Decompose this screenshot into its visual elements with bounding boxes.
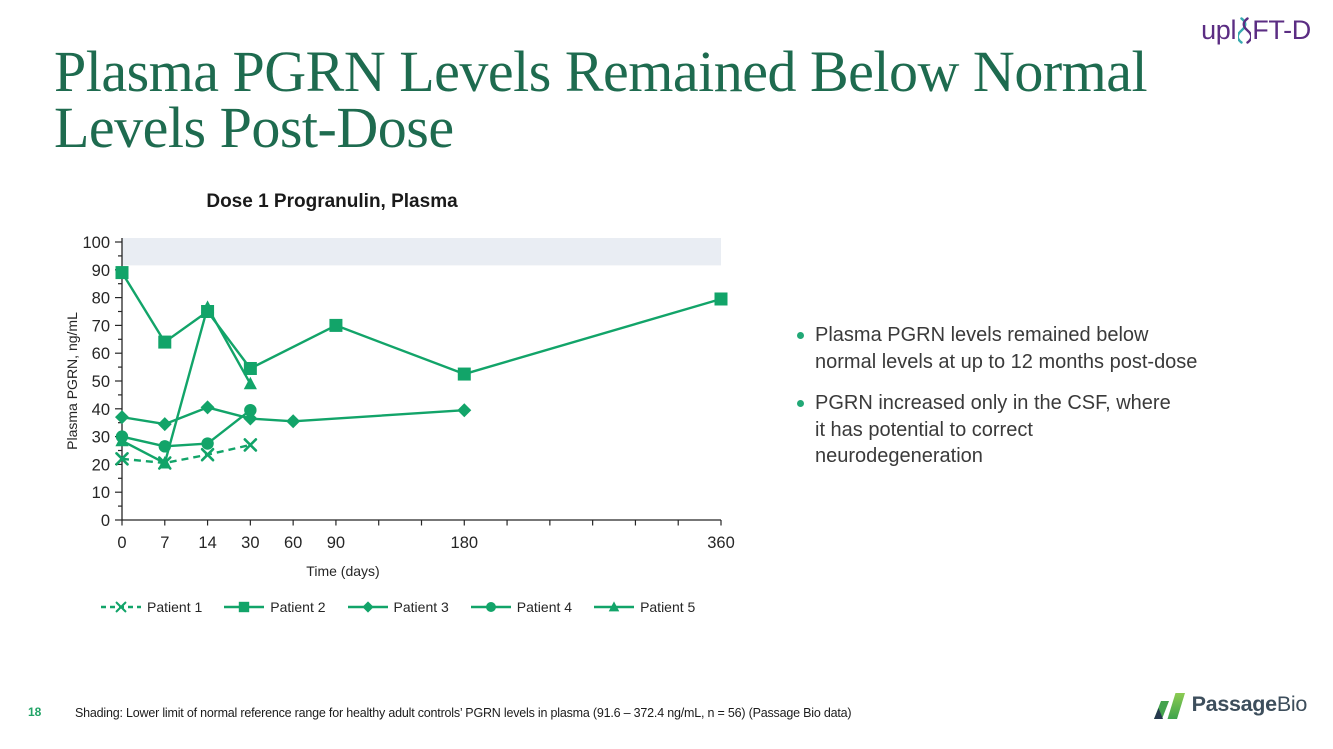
pgrn-chart: Dose 1 Progranulin, Plasma Plasma PGRN, n… [64,191,735,579]
marker-triangle [608,601,620,612]
legend-label: Patient 4 [516,599,573,615]
marker-patient-4 [115,430,129,443]
passage-logo-text-bold: Passage [1191,692,1277,716]
marker-circle [485,602,496,612]
marker-diamond [361,601,374,613]
marker-patient-3 [115,410,129,425]
series-line-patient-4 [121,409,252,448]
legend-marker-square [224,601,265,613]
legend-item-patient-3: Patient 3 [347,599,449,615]
marker-patient-2 [714,292,728,306]
chart-legend: Patient 1 Patient 2 Patient 3 Patient 4 Pati… [100,599,716,615]
svg-text:60: 60 [284,534,302,552]
marker-patient-2 [115,266,129,280]
svg-text:0: 0 [101,512,110,530]
page-title: Plasma PGRN Levels Remained Below Normal… [54,39,1148,160]
uplift-d-logo-text-post: FT-D [1252,15,1311,45]
normal-range-band [122,238,721,266]
chart-area: Dose 1 Progranulin, Plasma Plasma PGRN, n… [60,185,760,593]
passage-logo-text-light: Bio [1276,692,1307,716]
uplift-d-logo: upl FT-D [1201,15,1311,46]
marker-patient-1 [115,452,129,466]
series-line-patient-5 [121,306,252,465]
svg-text:70: 70 [92,317,110,335]
marker-patient-4 [244,403,257,417]
svg-text:10: 10 [92,484,110,502]
series-line-patient-3 [121,406,465,426]
svg-text:80: 80 [92,290,110,308]
svg-text:60: 60 [92,345,110,363]
marker-patient-2 [158,335,172,349]
legend-label: Patient 2 [270,599,326,615]
svg-text:7: 7 [160,534,169,552]
legend-item-patient-2: Patient 2 [223,599,326,615]
marker-patient-3 [457,403,472,418]
chart-title: Dose 1 Progranulin, Plasma [206,191,458,212]
marker-patient-3 [286,414,301,429]
legend-marker-circle [470,602,511,612]
marker-patient-1 [200,447,215,462]
svg-text:360: 360 [707,534,735,552]
series-line-patient-2 [120,271,722,376]
svg-text:180: 180 [451,534,479,552]
svg-text:30: 30 [241,534,259,552]
marker-patient-2 [329,318,343,332]
series-line-patient-1 [121,443,251,465]
passage-bio-flag-icon [1153,693,1185,719]
legend-label: Patient 5 [640,599,696,615]
svg-text:14: 14 [198,534,216,552]
uplift-d-logo-text-pre: upl [1201,15,1237,45]
legend-label: Patient 1 [147,599,203,615]
marker-patient-3 [157,417,172,432]
svg-text:40: 40 [92,401,110,419]
bullet-1: Plasma PGRN levels remained below normal … [795,322,1305,375]
legend-marker-triangle [594,601,635,612]
svg-text:50: 50 [92,373,110,391]
marker-patient-1 [243,438,258,452]
marker-patient-2 [243,361,257,375]
marker-patient-2 [457,367,471,381]
marker-square [239,601,250,613]
marker-patient-5 [243,376,257,390]
marker-patient-4 [158,440,171,453]
key-points: Plasma PGRN levels remained below normal … [795,322,1305,485]
marker-patient-3 [200,400,215,415]
legend-item-patient-1: Patient 1 [100,599,202,615]
passage-bio-logo-text: PassageBio [1191,689,1308,720]
svg-text:100: 100 [82,234,110,252]
x-axis-title: Time (days) [306,563,379,579]
y-axis: 0 10 20 30 40 50 60 70 80 90 100 [82,234,123,530]
legend-item-patient-5: Patient 5 [593,599,695,615]
svg-text:90: 90 [327,534,345,552]
svg-text:0: 0 [117,534,126,552]
bullet-2: PGRN increased only in the CSF, where it … [795,390,1305,470]
passage-bio-logo: PassageBio [1150,688,1307,720]
marker-patient-4 [201,437,214,450]
svg-text:20: 20 [92,456,110,474]
marker-patient-1 [157,456,172,470]
page-number: 18 [28,705,42,719]
marker-x [115,601,127,613]
svg-text:30: 30 [92,429,110,447]
legend-label: Patient 3 [393,599,449,615]
legend-marker-diamond [347,601,388,613]
svg-text:90: 90 [92,262,110,280]
marker-patient-2 [201,305,215,318]
legend-marker-x [101,601,141,613]
footnote: Shading: Lower limit of normal reference… [75,706,852,720]
y-axis-title: Plasma PGRN, ng/mL [64,312,80,450]
x-axis: 0 7 14 30 60 90 180 360 [117,519,735,552]
legend-item-patient-4: Patient 4 [470,599,572,615]
dna-helix-icon [1238,17,1252,44]
